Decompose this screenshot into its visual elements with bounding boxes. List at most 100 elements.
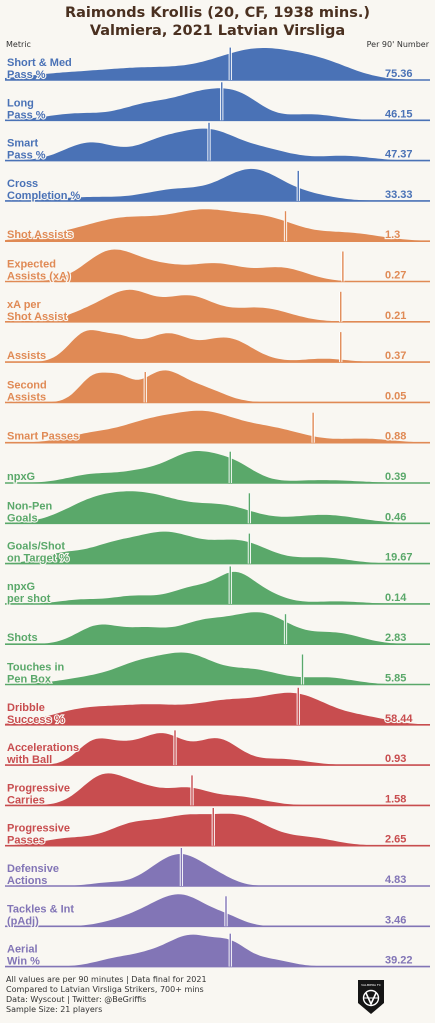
ridge-row: Short & Med Pass % 75.36 bbox=[5, 47, 430, 82]
density-area bbox=[5, 773, 430, 806]
metric-value: 0.93 bbox=[385, 753, 406, 765]
ridge-row: Goals/Shot on Target % 19.67 bbox=[5, 531, 430, 566]
metric-label: Smart Pass % bbox=[7, 138, 46, 162]
ridge-row: Dribble Success % 58.44 bbox=[5, 687, 430, 727]
ridge-row: Smart Pass % 47.37 bbox=[5, 122, 430, 163]
metric-label: Smart Passes bbox=[7, 431, 79, 443]
metric-value: 58.44 bbox=[385, 713, 413, 725]
chart-title-line1: Raimonds Krollis (20, CF, 1938 mins.) bbox=[64, 5, 371, 21]
density-area bbox=[5, 128, 430, 161]
density-area bbox=[5, 451, 430, 483]
footer-line-2: Compared to Latvian Virsliga Strikers, 7… bbox=[6, 985, 204, 994]
metric-label: Long Pass % bbox=[7, 97, 46, 121]
metric-value: 0.46 bbox=[385, 511, 406, 523]
metric-label: Short & Med Pass % bbox=[7, 57, 72, 81]
metric-label: Cross Completion % bbox=[7, 178, 81, 202]
metric-label: Shot Assists bbox=[7, 229, 73, 241]
density-area bbox=[5, 289, 430, 322]
ridge-row: Defensive Actions 4.83 bbox=[5, 848, 430, 888]
density-area bbox=[5, 209, 430, 242]
metric-label: Non-Pen Goals bbox=[7, 500, 53, 524]
metric-value: 33.33 bbox=[385, 189, 413, 201]
metric-value: 0.14 bbox=[385, 592, 407, 604]
density-area bbox=[5, 934, 430, 967]
ridge-row: npxG 0.39 bbox=[5, 451, 430, 484]
chart-title-line2: Valmiera, 2021 Latvian Virsliga bbox=[89, 23, 346, 39]
metric-value: 5.85 bbox=[385, 673, 406, 685]
density-area bbox=[5, 612, 430, 645]
density-area bbox=[5, 88, 430, 121]
metric-label: Goals/Shot on Target % bbox=[7, 541, 69, 565]
density-area bbox=[5, 652, 430, 685]
footer-line-1: All values are per 90 minutes | Data fin… bbox=[6, 975, 207, 984]
metric-value: 0.05 bbox=[385, 390, 406, 402]
metric-label: Touches in Pen Box bbox=[7, 662, 65, 686]
metric-value: 39.22 bbox=[385, 955, 413, 967]
density-area bbox=[5, 894, 430, 927]
metric-value: 4.83 bbox=[385, 874, 406, 886]
ridge-row: Progressive Carries 1.58 bbox=[5, 773, 430, 808]
ridge-row: Accelerations with Ball 0.93 bbox=[5, 730, 430, 767]
density-area bbox=[5, 733, 430, 766]
metric-value: 2.83 bbox=[385, 632, 406, 644]
metric-label: Dribble Success % bbox=[7, 702, 65, 726]
metric-label: Assists bbox=[7, 350, 46, 362]
metric-label: Progressive Passes bbox=[7, 823, 70, 847]
ridge-row: Touches in Pen Box 5.85 bbox=[5, 652, 430, 687]
chart-title: Raimonds Krollis (20, CF, 1938 mins.) Va… bbox=[0, 4, 435, 40]
metric-label: Expected Assists (xA) bbox=[7, 259, 71, 283]
density-area bbox=[5, 330, 430, 363]
ridge-row: Progressive Passes 2.65 bbox=[5, 807, 430, 848]
density-area bbox=[5, 48, 430, 80]
metric-label: Accelerations with Ball bbox=[6, 742, 79, 766]
ridge-row: Non-Pen Goals 0.46 bbox=[5, 491, 430, 525]
density-area bbox=[5, 410, 430, 443]
ridge-row: Shot Assists 1.3 bbox=[5, 209, 430, 242]
value-column-header: Per 90' Number bbox=[366, 40, 429, 49]
metric-value: 1.3 bbox=[385, 229, 400, 241]
density-area bbox=[5, 249, 430, 282]
metric-label: Defensive Actions bbox=[7, 863, 59, 887]
footer-notes: All values are per 90 minutes | Data fin… bbox=[6, 975, 207, 1015]
valmiera-fc-crest-icon: VALMIERA FC bbox=[358, 980, 384, 1014]
metric-label: Second Assists bbox=[7, 379, 47, 403]
ridge-row: Tackles & Int (pAdj) 3.46 bbox=[5, 894, 430, 928]
footer-line-4: Sample Size: 21 players bbox=[6, 1005, 103, 1014]
ridge-row: Assists 0.37 bbox=[5, 330, 430, 363]
metric-value: 2.65 bbox=[385, 834, 406, 846]
density-area bbox=[5, 692, 430, 725]
logo-text: VALMIERA FC bbox=[361, 983, 381, 987]
ridge-row: Second Assists 0.05 bbox=[5, 370, 430, 404]
ridge-row: xA per Shot Assist 0.21 bbox=[5, 289, 430, 324]
metric-value: 0.39 bbox=[385, 471, 406, 483]
metric-label: xA per Shot Assist bbox=[7, 299, 67, 323]
density-area bbox=[5, 854, 430, 886]
metric-value: 75.36 bbox=[385, 68, 413, 80]
density-area bbox=[5, 370, 430, 403]
metric-value: 0.27 bbox=[385, 270, 406, 282]
ridge-row: Long Pass % 46.15 bbox=[5, 82, 430, 122]
density-area bbox=[5, 491, 430, 524]
metric-label: Progressive Carries bbox=[7, 782, 70, 806]
footer-line-3: Data: Wyscout | Twitter: @BeGriffis bbox=[6, 995, 147, 1004]
density-area bbox=[5, 168, 430, 201]
metric-value: 0.88 bbox=[385, 431, 406, 443]
ridge-row: Aerial Win % 39.22 bbox=[5, 933, 430, 969]
metric-column-header: Metric bbox=[6, 40, 31, 49]
metric-value: 47.37 bbox=[385, 149, 413, 161]
metric-label: Shots bbox=[7, 632, 38, 644]
ridge-row: npxG per shot 0.14 bbox=[5, 566, 430, 606]
metric-label: Tackles & Int (pAdj) bbox=[7, 903, 74, 927]
ridge-row: Expected Assists (xA) 0.27 bbox=[5, 249, 430, 284]
density-area bbox=[5, 531, 430, 564]
metric-value: 0.21 bbox=[385, 310, 406, 322]
ridge-row: Smart Passes 0.88 bbox=[5, 410, 430, 444]
metric-label: npxG per shot bbox=[7, 581, 51, 605]
density-area bbox=[5, 571, 430, 604]
metric-value: 0.37 bbox=[385, 350, 406, 362]
metric-value: 19.67 bbox=[385, 552, 413, 564]
metric-label: Aerial Win % bbox=[7, 944, 40, 968]
metric-value: 3.46 bbox=[385, 914, 406, 926]
ridge-row: Shots 2.83 bbox=[5, 612, 430, 645]
